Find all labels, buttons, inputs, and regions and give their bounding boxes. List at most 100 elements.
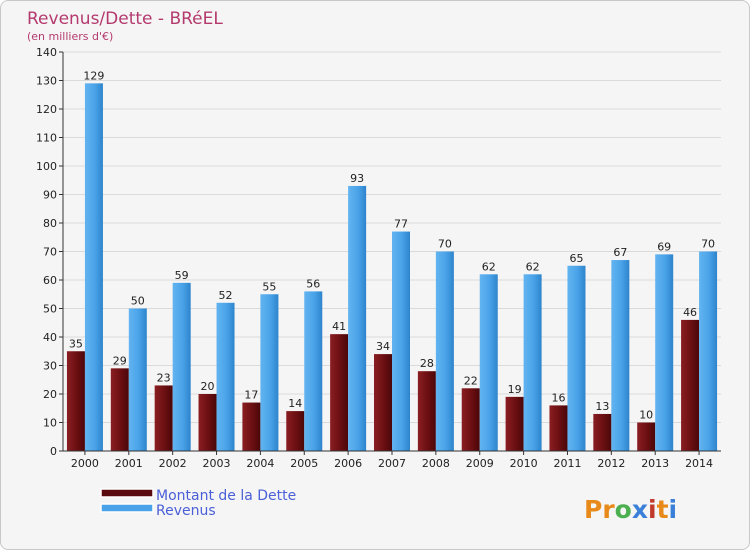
y-tick-label: 70 (43, 246, 57, 259)
bar-dette (66, 351, 85, 451)
x-tick-label: 2006 (334, 457, 362, 470)
bar-revenus (128, 308, 147, 451)
y-tick-label: 30 (43, 360, 57, 373)
data-label: 22 (464, 374, 478, 387)
y-axis: 0 10 20 30 40 50 60 70 80 90 100 110 120 130 140 (36, 46, 64, 458)
bar-dette (110, 368, 129, 451)
bar-revenus (567, 265, 586, 451)
y-tick-label: 110 (36, 132, 57, 145)
bar-revenus (655, 254, 674, 451)
bar-dette (505, 396, 524, 451)
legend-label: Montant de la Dette (156, 488, 296, 504)
data-label: 129 (83, 69, 104, 82)
data-label: 20 (201, 380, 215, 393)
legend-label: Revenus (156, 503, 216, 519)
data-label: 35 (69, 337, 83, 350)
data-label: 70 (701, 238, 715, 251)
bar-revenus (611, 260, 630, 451)
y-tick-label: 100 (36, 160, 57, 173)
logo-letter: i (648, 495, 657, 524)
data-label: 29 (113, 354, 127, 367)
bar-revenus (435, 251, 454, 451)
logo-letter: r (602, 495, 615, 524)
x-tick-label: 2002 (159, 457, 187, 470)
data-label: 28 (420, 357, 434, 370)
bar-dette (330, 334, 349, 451)
data-label: 93 (350, 172, 364, 185)
data-label: 10 (639, 409, 653, 422)
data-label: 65 (569, 252, 583, 265)
bar-revenus (523, 274, 542, 451)
y-tick-label: 10 (43, 417, 57, 430)
bar-revenus (479, 274, 498, 451)
y-tick-label: 50 (43, 303, 57, 316)
data-label: 77 (394, 218, 408, 231)
bar-dette (198, 394, 217, 451)
x-tick-label: 2013 (641, 457, 669, 470)
logo-letter: i (669, 495, 678, 524)
x-tick-label: 2001 (115, 457, 143, 470)
y-tick-label: 140 (36, 46, 57, 59)
data-label: 19 (508, 383, 522, 396)
data-label: 59 (175, 269, 189, 282)
bars: 35 129 29 50 23 59 20 52 17 55 14 56 41 93 34 77 28 70 22 6… (66, 69, 718, 451)
bar-dette (593, 413, 612, 451)
data-label: 56 (306, 277, 320, 290)
bar-dette (461, 388, 480, 451)
bar-dette (286, 411, 305, 451)
y-tick-label: 0 (50, 445, 57, 458)
data-label: 46 (683, 306, 697, 319)
y-tick-label: 80 (43, 217, 57, 230)
data-label: 67 (613, 246, 627, 259)
x-tick-label: 2003 (203, 457, 231, 470)
logo-letter: P (584, 495, 602, 524)
bar-dette (242, 402, 261, 451)
x-tick-label: 2009 (466, 457, 494, 470)
bar-revenus (172, 282, 191, 451)
bar-dette (374, 354, 392, 451)
data-label: 62 (482, 260, 496, 273)
data-label: 52 (219, 289, 233, 302)
bar-revenus (260, 294, 279, 451)
bar-revenus (392, 231, 410, 451)
data-label: 62 (526, 260, 540, 273)
chart-title: Revenus/Dette - BRéEL (27, 9, 223, 29)
y-tick-label: 90 (43, 189, 57, 202)
bar-revenus (699, 251, 718, 451)
bar-dette (681, 319, 700, 451)
data-label: 69 (657, 240, 671, 253)
x-tick-label: 2004 (246, 457, 274, 470)
proxiti-logo-text: Proxiti (584, 495, 677, 524)
x-tick-label: 2000 (71, 457, 99, 470)
proxiti-logo: Proxiti (584, 495, 677, 524)
legend-swatch (100, 503, 154, 513)
logo-letter: x (632, 495, 648, 524)
y-tick-label: 60 (43, 274, 57, 287)
x-axis: 2000 2001 2002 2003 2004 2005 2006 2007 2008 2009… (63, 450, 721, 470)
data-label: 55 (262, 280, 276, 293)
logo-letter: t (657, 495, 669, 524)
y-tick-label: 130 (36, 75, 57, 88)
legend-swatch (100, 488, 154, 498)
data-label: 17 (244, 389, 258, 402)
y-tick-label: 40 (43, 331, 57, 344)
data-label: 41 (332, 320, 346, 333)
x-tick-label: 2011 (553, 457, 581, 470)
x-tick-label: 2012 (597, 457, 625, 470)
data-label: 23 (157, 371, 171, 384)
bar-dette (154, 385, 173, 451)
data-label: 50 (131, 295, 145, 308)
data-label: 16 (551, 391, 565, 404)
x-tick-label: 2014 (685, 457, 713, 470)
bar-dette (637, 422, 656, 451)
bar-revenus (348, 185, 367, 451)
data-label: 34 (376, 340, 390, 353)
y-tick-label: 120 (36, 103, 57, 116)
bar-dette (549, 405, 568, 451)
bar-revenus (216, 302, 235, 451)
data-label: 70 (438, 238, 452, 251)
bar-revenus (304, 291, 323, 451)
